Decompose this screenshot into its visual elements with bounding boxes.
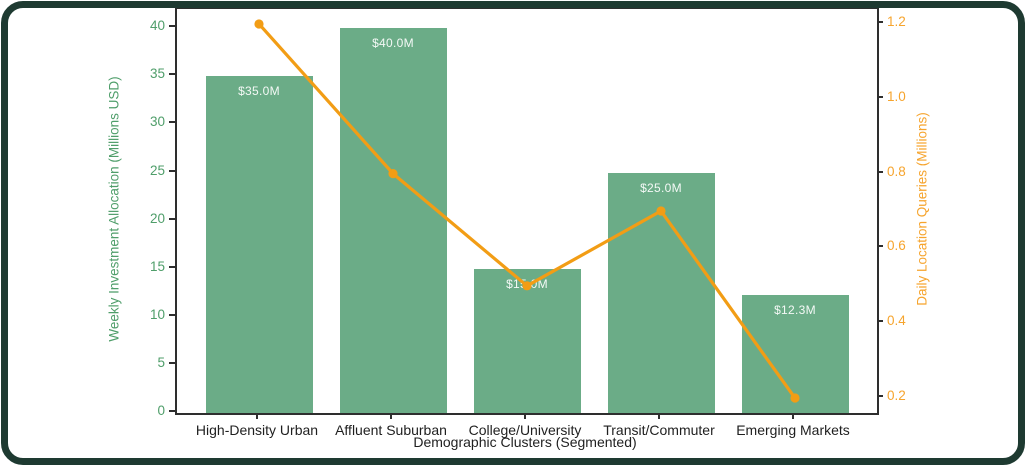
line-marker-icon (388, 168, 398, 179)
right-ytick-mark (877, 395, 883, 398)
right-ytick-mark (877, 320, 883, 323)
left-ytick-label: 15 (149, 258, 165, 274)
right-ytick-label: 0.8 (887, 163, 906, 179)
queries-line-series (254, 19, 800, 403)
right-ytick-mark (877, 245, 883, 248)
left-ytick-mark (169, 410, 175, 412)
left-ytick-mark (169, 169, 175, 172)
xtick-label-college-university: College/University (468, 422, 582, 438)
right-ytick-mark (877, 170, 883, 173)
bar-high-density-urban (205, 76, 313, 413)
xtick-label-transit-commuter: Transit/Commuter (603, 422, 715, 438)
xtick-label-affluent-suburban: Affluent Suburban (335, 422, 447, 438)
x-axis-title: Demographic Clusters (Segmented) (413, 434, 637, 450)
xtick-mark (390, 413, 392, 419)
plot-area: $35.0M$40.0M$15.0M$25.0M$12.3M (175, 7, 879, 415)
xtick-mark (792, 413, 794, 419)
right-ytick-label: 0.4 (887, 313, 906, 329)
left-ytick-label: 0 (157, 403, 165, 418)
left-ytick-mark (169, 25, 175, 28)
bar-affluent-suburban (339, 28, 447, 413)
line-marker-icon (522, 281, 532, 291)
left-ytick-mark (169, 265, 175, 268)
right-y-axis-title: Daily Location Queries (Millions) (914, 112, 930, 306)
left-ytick-label: 25 (149, 162, 165, 178)
right-ytick-label: 1.0 (887, 88, 906, 104)
line-path (257, 22, 797, 399)
right-ytick-label: 0.6 (887, 238, 906, 254)
right-ytick-label: 0.2 (887, 388, 906, 404)
line-marker-icon (254, 19, 264, 29)
bar-value-label: $35.0M (238, 84, 280, 99)
bar-emerging-markets (741, 294, 849, 413)
bar-value-label: $40.0M (372, 36, 414, 51)
left-ytick-label: 10 (149, 306, 165, 322)
xtick-mark (524, 413, 526, 419)
left-ytick-label: 35 (149, 66, 165, 82)
xtick-mark (658, 413, 660, 419)
left-ytick-label: 5 (157, 354, 165, 370)
xtick-label-emerging-markets: Emerging Markets (736, 422, 850, 438)
left-ytick-label: 30 (149, 114, 165, 130)
xtick-label-high-density-urban: High-Density Urban (195, 422, 319, 438)
bar-college-university (473, 268, 581, 413)
line-marker-icon (790, 393, 800, 403)
left-ytick-mark (169, 361, 175, 364)
left-ytick-mark (169, 121, 175, 124)
right-ytick-mark (877, 95, 883, 98)
right-ytick-mark (877, 20, 883, 23)
left-ytick-mark (169, 313, 175, 316)
left-ytick-mark (169, 73, 175, 76)
bar-value-label: $12.3M (774, 302, 816, 317)
xtick-mark (256, 413, 258, 419)
bar-value-label: $25.0M (640, 180, 682, 195)
left-ytick-label: 20 (149, 210, 165, 226)
left-ytick-mark (169, 217, 175, 220)
line-marker-icon (656, 206, 666, 216)
left-ytick-label: 40 (149, 18, 165, 34)
left-y-axis-title: Weekly Investment Allocation (Millions U… (106, 76, 122, 342)
right-ytick-label: 1.2 (887, 13, 906, 29)
